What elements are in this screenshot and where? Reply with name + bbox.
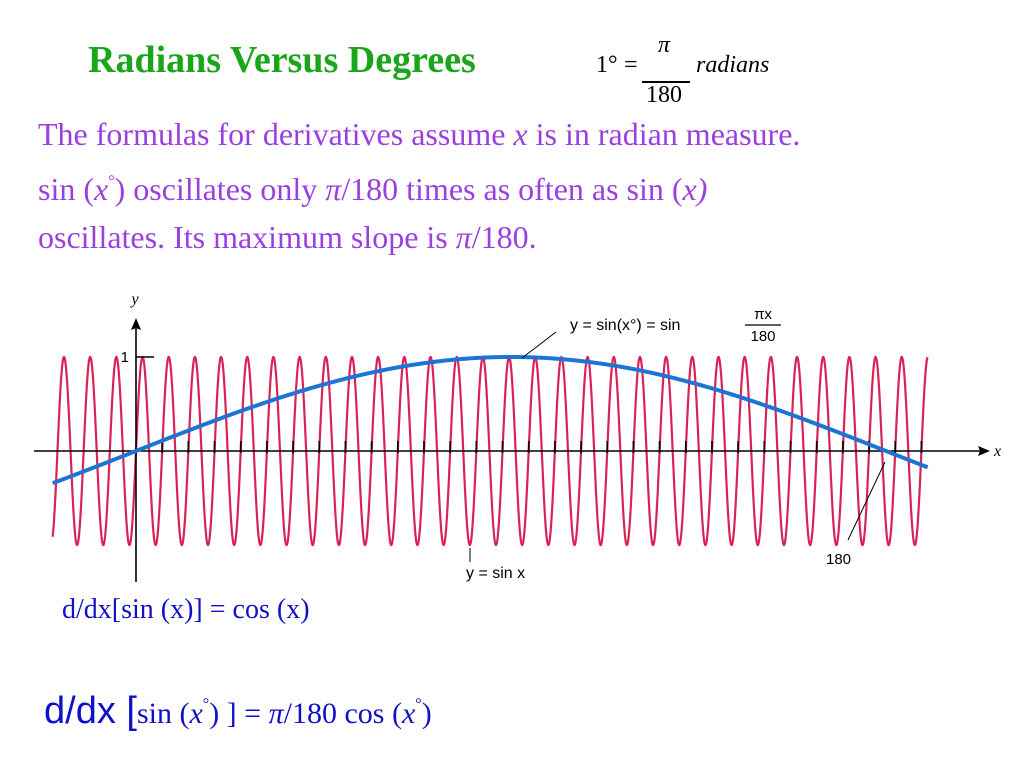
red-curve-label: y = sin x: [466, 565, 525, 582]
text-span: The formulas for derivatives assume: [38, 116, 514, 152]
derivative-radians-equation: d/dx[sin (x)] = cos (x): [62, 594, 310, 625]
fraction-bar: [642, 81, 690, 83]
pi-symbol: π: [455, 219, 472, 255]
text-span: x: [94, 171, 109, 207]
paragraph-line-2: sin (x°) oscillates only π/180 times as …: [38, 158, 800, 213]
text-span: /180.: [471, 219, 537, 255]
slow-sine-curve: [51, 355, 929, 486]
degree-sign: °: [202, 696, 210, 713]
text-span: x: [401, 697, 416, 730]
y-axis-arrow: [131, 318, 141, 330]
sine-comparison-plot: y x 1 y = sin(x°) = sin πx 180 y = sin x…: [34, 291, 1001, 582]
text-span: d/dx [: [44, 690, 137, 732]
blue-curve-label: y = sin(x°) = sin: [570, 317, 680, 334]
text-span: x: [189, 697, 203, 730]
paragraph-line-3: oscillates. Its maximum slope is π/180.: [38, 213, 800, 261]
blue-label-numerator: πx: [754, 306, 772, 323]
pi-symbol: π: [268, 697, 284, 730]
conversion-denominator: 180: [646, 82, 682, 108]
x-axis-label: x: [993, 443, 1001, 460]
series-line-sin-x-degrees: [51, 355, 929, 486]
text-span: /180 cos (: [283, 697, 402, 730]
paragraph-line-1: The formulas for derivatives assume x is…: [38, 110, 800, 158]
fast-sine-curve: [51, 355, 929, 547]
degree-sign: °: [108, 173, 115, 190]
slide-title: Radians Versus Degrees: [88, 39, 476, 81]
x-tick-label-180: 180: [826, 551, 851, 568]
plot-axes: [34, 318, 990, 582]
y-axis-label: y: [129, 291, 139, 308]
explanation-paragraph: The formulas for derivatives assume x is…: [38, 110, 800, 261]
text-span: oscillates. Its maximum slope is: [38, 219, 456, 255]
conversion-lhs: 1°: [596, 52, 618, 78]
text-span: /180 times as often as sin (: [341, 171, 683, 207]
conversion-numerator: π: [658, 32, 671, 58]
pi-symbol: π: [325, 171, 342, 207]
text-span: x: [513, 116, 528, 152]
x-tick-label-leader: [847, 461, 886, 541]
degree-sign: °: [415, 696, 422, 713]
series-line-sin-x: [51, 355, 929, 547]
derivative-degrees-equation: d/dx [sin (x°) ] = π/180 cos (x°): [44, 690, 432, 733]
blue-label-denominator: 180: [750, 328, 775, 345]
text-span: ) oscillates only: [114, 171, 326, 207]
x-axis-arrow: [978, 446, 990, 456]
text-span: ): [421, 697, 432, 730]
text-span: sin (: [38, 171, 94, 207]
text-span: ) ] =: [209, 697, 269, 730]
blue-label-leader: [521, 331, 557, 359]
text-span: is in radian measure.: [527, 116, 801, 152]
y-tick-label: 1: [121, 349, 129, 366]
text-span: x): [682, 171, 708, 207]
conversion-unit: radians: [696, 52, 770, 78]
text-span: sin (: [136, 697, 190, 730]
conversion-equals: =: [624, 52, 638, 78]
